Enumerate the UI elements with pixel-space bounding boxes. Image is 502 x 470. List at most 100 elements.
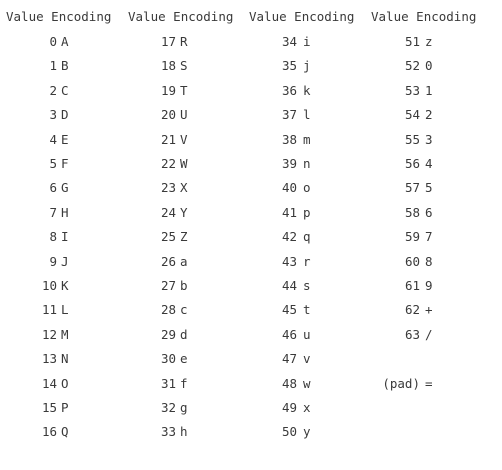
table-row: 45 t — [249, 302, 369, 318]
row-encoding: z — [425, 34, 433, 49]
table-row: 48 w — [249, 376, 369, 392]
row-value: 47 — [281, 351, 297, 367]
table-row: 63 / — [371, 327, 496, 343]
table-row: 62 + — [371, 302, 496, 318]
row-encoding: / — [425, 326, 433, 342]
row-value: 44 — [281, 278, 297, 293]
row-value: 38 — [281, 131, 297, 147]
row-encoding: i — [303, 34, 311, 49]
row-value: 15 — [41, 400, 57, 415]
row-encoding: b — [180, 278, 188, 293]
header-value-label: Value — [128, 9, 166, 24]
row-encoding: d — [180, 326, 188, 342]
table-row: 37 l — [249, 107, 369, 123]
table-row — [371, 424, 496, 440]
table-row: 27 b — [128, 278, 248, 294]
column-header: Value Encoding — [6, 9, 111, 25]
table-row: 55 3 — [371, 132, 496, 148]
table-row — [371, 400, 496, 416]
row-encoding: j — [303, 58, 311, 74]
table-row: 14 O — [6, 376, 126, 392]
table-row: 16 Q — [6, 424, 126, 440]
row-encoding: 7 — [425, 229, 433, 245]
table-row: 15 P — [6, 400, 126, 416]
table-row: 25 Z — [128, 229, 248, 245]
row-encoding: I — [61, 229, 69, 245]
row-value: 45 — [281, 302, 297, 318]
table-row: (pad) = — [371, 376, 496, 392]
row-encoding: C — [61, 82, 69, 98]
table-row: 46 u — [249, 327, 369, 343]
row-value: 37 — [281, 107, 297, 123]
row-value: 32 — [160, 400, 176, 415]
row-encoding: B — [61, 58, 69, 74]
row-value: 4 — [49, 131, 57, 147]
table-column-1: Value Encoding 0 A 1 B 2 C 3 D 4 E 5 F 6 G 7 H 8 I 9 J 10 K 11… — [6, 0, 126, 470]
row-encoding: a — [180, 253, 188, 269]
row-value: 46 — [281, 326, 297, 342]
row-value: 28 — [160, 302, 176, 318]
row-value: 12 — [41, 326, 57, 342]
row-value: 49 — [281, 400, 297, 415]
table-row: 29 d — [128, 327, 248, 343]
row-encoding: P — [61, 400, 69, 415]
row-value: 43 — [281, 253, 297, 269]
row-encoding: c — [180, 302, 188, 318]
row-value: 33 — [160, 424, 176, 440]
row-value: 63 — [404, 326, 420, 342]
row-value: 3 — [49, 107, 57, 123]
row-value: 51 — [404, 34, 420, 49]
row-encoding: H — [61, 204, 69, 220]
row-encoding: 9 — [425, 278, 433, 293]
table-row — [371, 351, 496, 367]
row-encoding: v — [303, 351, 311, 367]
row-value: 1 — [49, 58, 57, 74]
row-value: 5 — [49, 156, 57, 171]
row-value: 35 — [281, 58, 297, 74]
row-encoding: e — [180, 351, 188, 367]
table-row: 30 e — [128, 351, 248, 367]
table-row: 11 L — [6, 302, 126, 318]
table-row: 57 5 — [371, 180, 496, 196]
row-encoding: W — [180, 156, 188, 171]
table-row: 24 Y — [128, 205, 248, 221]
row-value: 8 — [49, 229, 57, 245]
table-row: 17 R — [128, 34, 248, 50]
row-encoding: V — [180, 131, 188, 147]
row-encoding: + — [425, 302, 433, 318]
row-encoding: 5 — [425, 180, 433, 196]
row-encoding: w — [303, 375, 311, 391]
row-value: 34 — [281, 34, 297, 49]
row-value: 20 — [160, 107, 176, 123]
row-encoding: J — [61, 253, 69, 269]
row-value: 23 — [160, 180, 176, 196]
row-encoding: E — [61, 131, 69, 147]
row-value: 9 — [49, 253, 57, 269]
row-encoding: l — [303, 107, 311, 123]
table-row: 19 T — [128, 83, 248, 99]
row-encoding: U — [180, 107, 188, 123]
column-header: Value Encoding — [371, 9, 476, 25]
row-encoding: t — [303, 302, 311, 318]
row-encoding: 1 — [425, 82, 433, 98]
row-value: 55 — [404, 131, 420, 147]
table-row: 49 x — [249, 400, 369, 416]
header-encoding-label: Encoding — [173, 9, 234, 24]
table-row: 10 K — [6, 278, 126, 294]
table-row: 41 p — [249, 205, 369, 221]
table-row: 23 X — [128, 180, 248, 196]
row-value: 57 — [404, 180, 420, 196]
row-value: 50 — [281, 424, 297, 440]
row-value: 27 — [160, 278, 176, 293]
row-encoding: F — [61, 156, 69, 171]
table-row: 52 0 — [371, 58, 496, 74]
row-value: 30 — [160, 351, 176, 367]
row-value: 42 — [281, 229, 297, 245]
table-row: 26 a — [128, 254, 248, 270]
